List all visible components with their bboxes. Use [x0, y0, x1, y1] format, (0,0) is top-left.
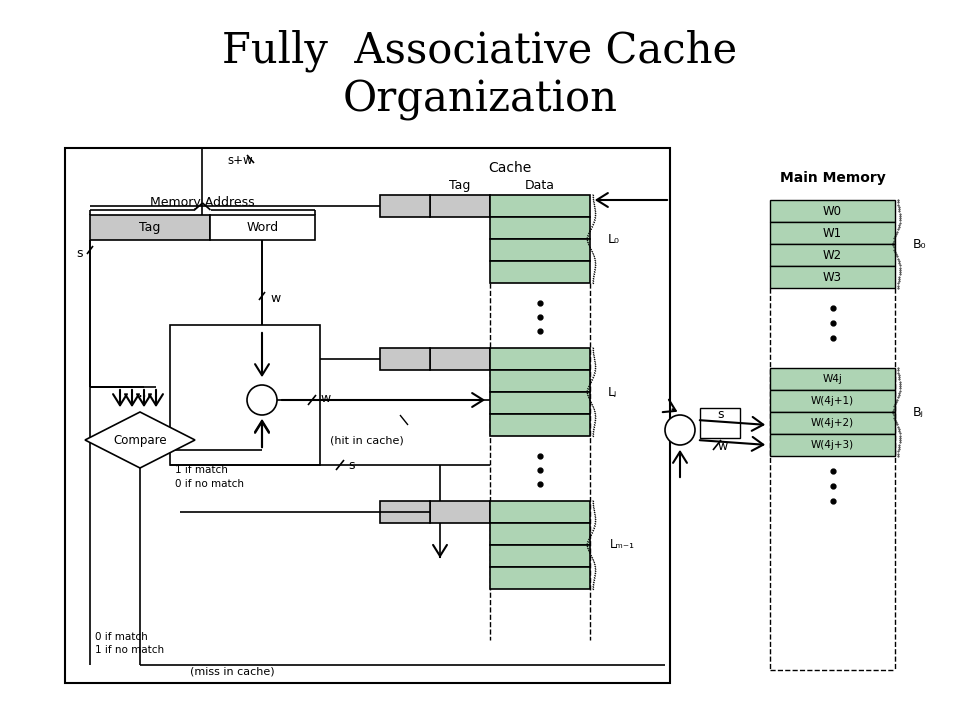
Text: (miss in cache): (miss in cache) — [190, 667, 275, 677]
Bar — [490, 195, 590, 217]
Text: W0: W0 — [823, 204, 842, 217]
Bar — [380, 195, 430, 217]
Polygon shape — [85, 412, 195, 468]
Text: W3: W3 — [823, 271, 842, 284]
Text: (hit in cache): (hit in cache) — [330, 435, 404, 445]
Bar — [490, 348, 590, 370]
Text: W4j: W4j — [823, 374, 843, 384]
Bar — [770, 266, 895, 288]
Text: s+w: s+w — [227, 153, 252, 166]
Text: Tag: Tag — [139, 221, 160, 234]
Text: Tag: Tag — [449, 179, 470, 192]
Bar — [490, 523, 590, 545]
Bar — [700, 408, 740, 438]
Bar — [770, 200, 895, 222]
Circle shape — [247, 385, 277, 415]
Text: 0 if no match: 0 if no match — [175, 479, 244, 489]
Bar — [770, 412, 895, 434]
Text: 0 if match: 0 if match — [95, 632, 148, 642]
Text: Data: Data — [525, 179, 555, 192]
Bar — [490, 545, 590, 567]
Bar — [430, 348, 490, 370]
Bar — [770, 244, 895, 266]
Bar — [210, 215, 315, 240]
Bar — [770, 434, 895, 456]
Text: s: s — [76, 246, 83, 259]
Bar — [65, 148, 670, 683]
Bar — [490, 392, 590, 414]
Bar — [380, 348, 430, 370]
Text: s: s — [348, 459, 354, 472]
Text: W(4j+1): W(4j+1) — [811, 396, 854, 406]
Text: W2: W2 — [823, 248, 842, 261]
Text: B₀: B₀ — [913, 238, 926, 251]
Bar — [770, 222, 895, 244]
Text: w: w — [320, 392, 330, 405]
Text: W(4j+3): W(4j+3) — [811, 440, 854, 450]
Text: Cache: Cache — [489, 161, 532, 175]
Bar — [430, 195, 490, 217]
Bar — [490, 261, 590, 283]
Text: Bⱼ: Bⱼ — [913, 405, 924, 418]
Text: Main Memory: Main Memory — [780, 171, 885, 185]
Bar — [490, 414, 590, 436]
Bar — [770, 390, 895, 412]
Text: w: w — [717, 439, 728, 452]
Circle shape — [665, 415, 695, 445]
Text: 1 if no match: 1 if no match — [95, 645, 164, 655]
Text: ...: ... — [137, 384, 153, 400]
Text: L₀: L₀ — [608, 233, 620, 246]
Text: Lₘ₋₁: Lₘ₋₁ — [610, 539, 635, 552]
Bar — [490, 501, 590, 523]
Bar — [490, 217, 590, 239]
Bar — [490, 567, 590, 589]
Bar — [490, 239, 590, 261]
Text: W1: W1 — [823, 227, 842, 240]
Bar — [430, 501, 490, 523]
Text: Lⱼ: Lⱼ — [608, 385, 617, 398]
Text: Compare: Compare — [113, 433, 167, 446]
Bar — [90, 215, 210, 240]
Bar — [170, 325, 320, 465]
Bar — [380, 501, 430, 523]
Text: 1 if match: 1 if match — [175, 465, 228, 475]
Text: Word: Word — [247, 221, 278, 234]
Text: W(4j+2): W(4j+2) — [811, 418, 854, 428]
Text: Memory Address: Memory Address — [150, 196, 254, 209]
Text: w: w — [270, 292, 280, 305]
Bar — [490, 370, 590, 392]
Bar — [770, 368, 895, 390]
Text: Fully  Associative Cache
Organization: Fully Associative Cache Organization — [223, 30, 737, 121]
Text: s: s — [717, 408, 724, 420]
